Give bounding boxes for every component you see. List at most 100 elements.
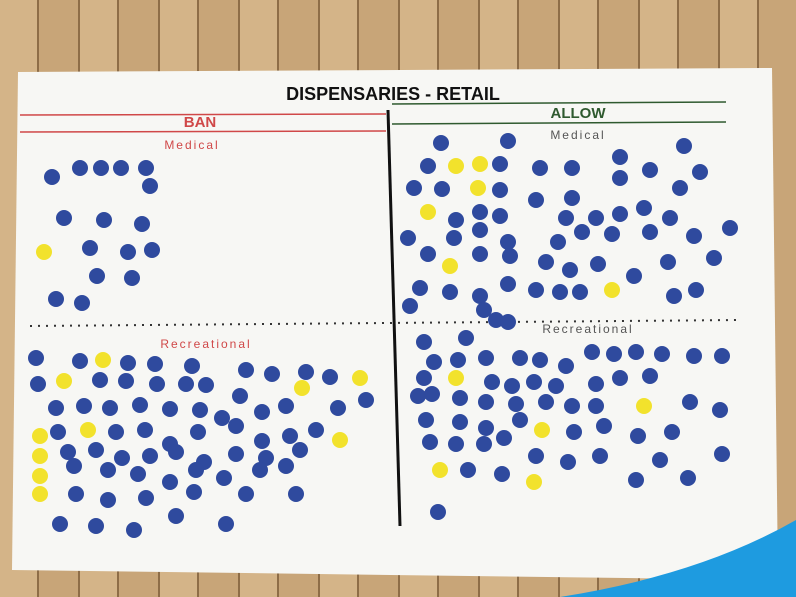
blue-dot	[108, 424, 124, 440]
blue-dot	[680, 470, 696, 486]
blue-dot	[96, 212, 112, 228]
blue-dot	[400, 230, 416, 246]
blue-dot	[552, 284, 568, 300]
blue-dot	[528, 448, 544, 464]
blue-dot	[60, 444, 76, 460]
blue-dot	[504, 378, 520, 394]
yellow-dot	[32, 448, 48, 464]
blue-dot	[686, 348, 702, 364]
blue-dot	[142, 448, 158, 464]
blue-dot	[592, 448, 608, 464]
blue-dot	[508, 396, 524, 412]
blue-dot	[662, 210, 678, 226]
blue-dot	[560, 454, 576, 470]
blue-dot	[120, 244, 136, 260]
blue-dot	[330, 400, 346, 416]
blue-dot	[406, 180, 422, 196]
blue-dot	[448, 212, 464, 228]
blue-dot	[188, 462, 204, 478]
blue-dot	[126, 522, 142, 538]
blue-dot	[448, 436, 464, 452]
yellow-dot	[526, 474, 542, 490]
ban-heading: BAN	[184, 114, 217, 131]
blue-dot	[676, 138, 692, 154]
blue-dot	[642, 368, 658, 384]
blue-dot	[526, 374, 542, 390]
blue-dot	[282, 428, 298, 444]
yellow-dot	[636, 398, 652, 414]
blue-dot	[564, 190, 580, 206]
blue-dot	[492, 156, 508, 172]
blue-dot	[628, 472, 644, 488]
blue-dot	[228, 418, 244, 434]
blue-dot	[424, 386, 440, 402]
blue-dot	[442, 284, 458, 300]
blue-dot	[494, 466, 510, 482]
blue-dot	[548, 378, 564, 394]
blue-dot	[612, 149, 628, 165]
blue-dot	[434, 181, 450, 197]
blue-dot	[52, 516, 68, 532]
blue-dot	[626, 268, 642, 284]
blue-dot	[550, 234, 566, 250]
blue-dot	[528, 282, 544, 298]
blue-dot	[652, 452, 668, 468]
blue-dot	[460, 462, 476, 478]
blue-dot	[232, 388, 248, 404]
blue-dot	[48, 400, 64, 416]
blue-dot	[89, 268, 105, 284]
section-label: Medical	[550, 128, 605, 142]
ban-rule	[20, 131, 386, 132]
section-label: Recreational	[542, 322, 633, 336]
blue-dot	[68, 486, 84, 502]
blue-dot	[88, 442, 104, 458]
yellow-dot	[95, 352, 111, 368]
blue-dot	[528, 192, 544, 208]
blue-dot	[322, 369, 338, 385]
blue-dot	[636, 200, 652, 216]
blue-dot	[512, 350, 528, 366]
yellow-dot	[56, 373, 72, 389]
blue-dot	[168, 444, 184, 460]
blue-dot	[162, 474, 178, 490]
blue-dot	[118, 373, 134, 389]
blue-dot	[606, 346, 622, 362]
blue-dot	[76, 398, 92, 414]
blue-dot	[682, 394, 698, 410]
yellow-dot	[534, 422, 550, 438]
blue-dot	[612, 206, 628, 222]
blue-dot	[402, 298, 418, 314]
blue-dot	[422, 434, 438, 450]
blue-dot	[113, 160, 129, 176]
blue-dot	[93, 160, 109, 176]
blue-dot	[308, 422, 324, 438]
allow-heading: ALLOW	[551, 105, 607, 122]
blue-dot	[588, 210, 604, 226]
yellow-dot	[32, 486, 48, 502]
blue-dot	[500, 234, 516, 250]
blue-dot	[412, 280, 428, 296]
blue-dot	[512, 412, 528, 428]
blue-dot	[120, 355, 136, 371]
blue-dot	[628, 344, 644, 360]
blue-dot	[500, 314, 516, 330]
blue-dot	[252, 462, 268, 478]
blue-dot	[714, 446, 730, 462]
blue-dot	[564, 160, 580, 176]
yellow-dot	[604, 282, 620, 298]
blue-dot	[692, 164, 708, 180]
blue-dot	[500, 133, 516, 149]
blue-dot	[538, 254, 554, 270]
yellow-dot	[442, 258, 458, 274]
blue-dot	[654, 346, 670, 362]
blue-dot	[418, 412, 434, 428]
blue-dot	[228, 446, 244, 462]
blue-dot	[254, 433, 270, 449]
yellow-dot	[420, 204, 436, 220]
blue-dot	[472, 288, 488, 304]
blue-dot	[612, 370, 628, 386]
blue-dot	[472, 204, 488, 220]
blue-dot	[114, 450, 130, 466]
blue-dot	[138, 490, 154, 506]
blue-dot	[496, 430, 512, 446]
